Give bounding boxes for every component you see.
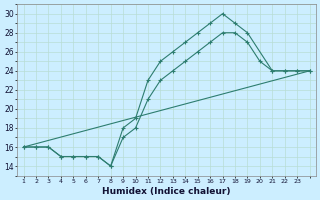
X-axis label: Humidex (Indice chaleur): Humidex (Indice chaleur) <box>102 187 231 196</box>
